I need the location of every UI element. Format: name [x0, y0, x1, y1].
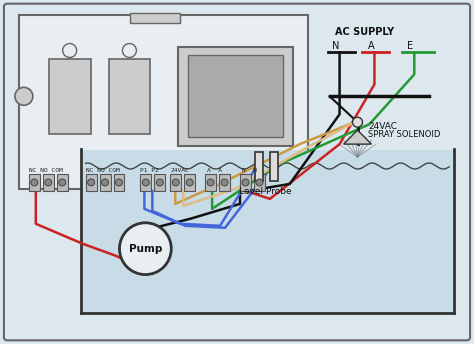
- Bar: [155, 174, 165, 191]
- Circle shape: [122, 44, 137, 57]
- Circle shape: [45, 179, 52, 186]
- Circle shape: [353, 117, 363, 127]
- Circle shape: [207, 179, 214, 186]
- Bar: [184, 174, 195, 191]
- Bar: [57, 174, 68, 191]
- Circle shape: [88, 179, 95, 186]
- Circle shape: [15, 87, 33, 105]
- Circle shape: [116, 179, 122, 186]
- Bar: [43, 174, 54, 191]
- Bar: [113, 174, 125, 191]
- Bar: [109, 60, 150, 134]
- Bar: [188, 55, 283, 137]
- Text: 24VAC: 24VAC: [170, 168, 189, 173]
- Circle shape: [119, 223, 171, 275]
- Bar: [240, 174, 251, 191]
- Bar: [178, 46, 293, 146]
- Bar: [140, 174, 151, 191]
- Text: AC SUPPLY: AC SUPPLY: [335, 26, 394, 36]
- Bar: [270, 152, 278, 181]
- Text: P1 P2: P1 P2: [140, 168, 159, 173]
- Bar: [254, 174, 265, 191]
- Circle shape: [142, 179, 149, 186]
- Bar: [255, 152, 263, 181]
- Text: A: A: [367, 42, 374, 52]
- Bar: [219, 174, 230, 191]
- Text: NC NO COM: NC NO COM: [29, 168, 63, 173]
- Circle shape: [256, 179, 263, 186]
- Circle shape: [59, 179, 66, 186]
- Text: N  N: N N: [242, 168, 257, 173]
- Text: A  A: A A: [207, 168, 222, 173]
- Text: Pump: Pump: [128, 244, 162, 254]
- FancyBboxPatch shape: [4, 4, 470, 340]
- Text: Level Probe: Level Probe: [238, 187, 291, 196]
- Bar: [100, 174, 110, 191]
- Text: N: N: [332, 42, 339, 52]
- Text: SPRAY SOLENOID: SPRAY SOLENOID: [368, 130, 441, 139]
- Circle shape: [221, 179, 228, 186]
- Circle shape: [186, 179, 193, 186]
- Bar: [29, 174, 40, 191]
- Circle shape: [242, 179, 249, 186]
- Circle shape: [31, 179, 38, 186]
- Bar: [19, 15, 308, 189]
- Bar: [49, 60, 91, 134]
- Text: NC NO COM: NC NO COM: [86, 168, 119, 173]
- Circle shape: [63, 44, 77, 57]
- Bar: [205, 174, 216, 191]
- Circle shape: [101, 179, 109, 186]
- Bar: [130, 13, 180, 23]
- Circle shape: [156, 179, 164, 186]
- Bar: [86, 174, 97, 191]
- Text: E: E: [407, 42, 413, 52]
- Polygon shape: [344, 130, 372, 144]
- Circle shape: [172, 179, 179, 186]
- Bar: [170, 174, 181, 191]
- Text: 24VAC: 24VAC: [368, 122, 398, 131]
- Bar: [82, 150, 453, 312]
